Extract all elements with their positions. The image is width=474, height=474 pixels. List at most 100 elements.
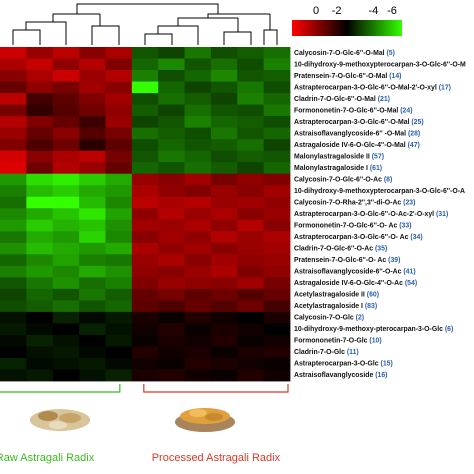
heat-cell [79,311,106,324]
heat-cell [184,139,212,152]
compound-id: (31) [436,211,448,218]
heat-cell [210,346,238,359]
row-label: 10-dihydroxy-9-methoxy-pterocarpan-3-O-G… [294,326,453,333]
compound-id: (17) [439,84,451,91]
heat-cell [184,357,212,370]
heat-cell [0,104,27,117]
heat-cell [52,334,80,347]
heat-cell [184,219,212,232]
compound-id: (6) [445,326,453,333]
heat-cell [158,277,185,290]
row-label: Astrapterocarpan-3-O-Glc-6''-O-Mal-2'-O-… [294,84,451,91]
heat-cell [26,346,54,359]
heat-cell [237,139,265,152]
heat-cell [263,300,291,313]
heat-cell [26,185,54,198]
compound-name: Astrapterocarpan-3-O-Glc-6''-O-Mal-2'-O-… [294,84,437,91]
heat-cell [26,116,54,129]
compound-name: Malonylastragaloside II [294,153,370,160]
heat-cell [263,242,291,255]
heat-cell [237,277,265,290]
heat-cell [263,139,291,152]
compound-id: (60) [367,291,379,298]
heat-cell [105,93,133,105]
compound-name: Pratensein-7-O-Glc-6''-O- Ac [294,257,386,264]
heat-cell [131,58,159,71]
heat-cell [131,300,159,313]
heat-cell [0,70,27,82]
heat-cell [79,231,106,244]
row-label: Calycosin-7-O-Glc-6''-O-Ac (8) [294,176,392,183]
heat-cell [131,334,159,347]
heat-cell [158,116,185,129]
heat-cell [52,150,80,163]
row-label: Astrapterocarpan-3-O-Glc-6''-O-Mal (25) [294,119,424,126]
heat-cell [210,47,238,59]
heat-cell [131,162,159,175]
heat-cell [210,300,238,313]
heat-cell [105,334,133,347]
heat-cell [52,357,80,370]
group-label: Raw Astragali Radix [0,452,95,464]
heat-cell [105,150,133,163]
heat-cell [210,139,238,152]
heat-cell [210,254,238,267]
heat-cell [210,70,238,82]
heat-cell [184,231,212,244]
heat-cell [26,150,54,163]
row-label: 10-dihydroxy-9-methoxypterocarpan-3-O-Gl… [294,188,465,195]
heat-cell [105,139,133,152]
row-label: Astrapterocarpan-3-O-Glc-6''-O- Ac (34) [294,234,423,241]
heat-cell [237,70,265,82]
heat-cell [263,58,291,71]
heat-cell [52,162,80,175]
compound-id: (34) [410,234,422,241]
heat-cell [184,93,212,105]
compound-id: (54) [405,280,417,287]
heat-cell [26,47,54,59]
heat-cell [131,150,159,163]
heat-cell [263,208,291,221]
heat-cell [131,288,159,301]
heat-cell [263,323,291,336]
heat-cell [158,219,185,232]
heat-cell [184,185,212,198]
heat-cell [210,334,238,347]
compound-id: (15) [381,361,393,368]
heat-cell [184,311,212,324]
heat-cell [158,47,185,59]
compound-id: (35) [375,245,387,252]
heat-cell [131,208,159,221]
heat-cell [26,242,54,255]
compound-id: (25) [411,119,423,126]
heat-cell [26,173,54,186]
color-legend [292,20,402,36]
compound-name: Acetylastragaloside II [294,291,365,298]
heat-cell [237,150,265,163]
compound-name: Astrapterocarpan-3-O-Glc [294,361,379,368]
compound-id: (33) [399,222,411,229]
legend-tick-label: 0 [313,5,319,17]
heat-cell [131,93,159,105]
heat-cell [52,254,80,267]
heat-cell [52,265,80,278]
heat-cell [131,104,159,117]
compound-name: Formononetin-7-O-Glc [294,338,368,345]
heat-cell [237,173,265,186]
heat-cell [26,93,54,105]
heat-cell [210,242,238,255]
row-label: Pratensein-7-O-Glc-6''-O-Mal (14) [294,73,401,80]
heat-cell [79,242,106,255]
heat-cell [210,219,238,232]
heat-cell [210,150,238,163]
heat-cell [26,369,54,382]
heat-cell [52,196,80,209]
row-label: Astraisoflavanglycoside (16) [294,372,387,379]
heat-cell [105,47,133,59]
heat-cell [263,173,291,186]
compound-name: Cladrin-7-O-Glc-6''-O-Ac [294,245,373,252]
heat-cell [52,323,80,336]
heat-cell [0,242,27,255]
heat-cell [237,334,265,347]
